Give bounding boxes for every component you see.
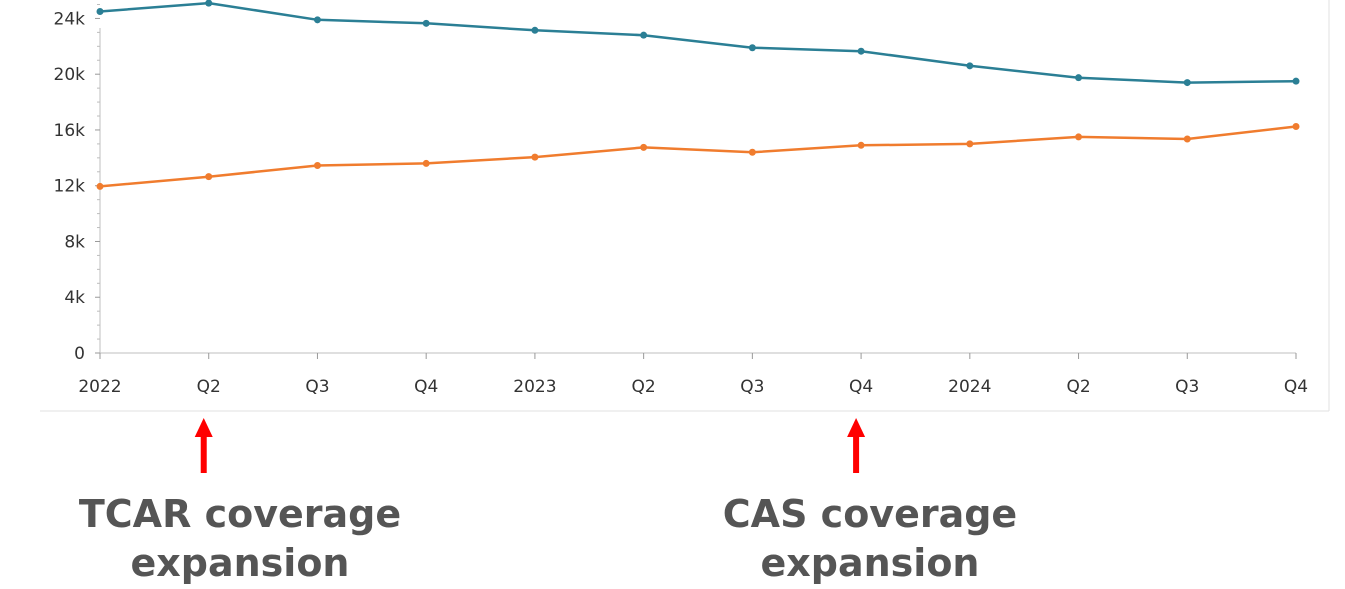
series-2-point	[205, 173, 213, 181]
series-layer	[96, 0, 1300, 190]
y-axis: 0 4k 8k 12k 16k 20k 24k	[54, 4, 101, 364]
series-1-line	[99, 1, 1297, 84]
y-tick-label: 24k	[54, 9, 86, 29]
y-tick-label: 8k	[64, 232, 85, 252]
x-tick-label: Q2	[197, 377, 221, 397]
series-2-line	[99, 125, 1297, 188]
series-1-point	[313, 16, 321, 24]
series-1-point	[748, 44, 756, 52]
series-1-point	[531, 26, 539, 34]
x-tick-label: Q3	[305, 377, 329, 397]
series-2-point	[640, 143, 648, 151]
series-1-point	[640, 31, 648, 39]
series-1-point	[857, 47, 865, 55]
series-1-point	[1292, 77, 1300, 85]
series-1-point	[1075, 74, 1083, 82]
series-2-point	[313, 162, 321, 170]
x-tick-label: 2023	[513, 377, 556, 397]
y-tick-label: 12k	[54, 177, 86, 197]
annotation-layer: TCAR coverage expansion CAS coverage expans…	[79, 418, 1017, 585]
series-2-point	[966, 140, 974, 148]
x-tick-label: Q4	[849, 377, 873, 397]
x-tick-label: Q3	[740, 377, 764, 397]
series-2-point	[422, 159, 430, 167]
annotation-label-line2: expansion	[131, 541, 350, 585]
y-tick-label: 0	[74, 344, 85, 364]
annotation-label-line1: TCAR coverage	[79, 492, 401, 536]
series-1-point	[96, 7, 104, 15]
y-tick-label: 4k	[64, 288, 85, 308]
series-2-point	[96, 182, 104, 190]
x-tick-label: Q3	[1175, 377, 1199, 397]
series-2-point	[857, 141, 865, 149]
annotation-arrow-head	[194, 418, 213, 437]
series-1-point	[422, 19, 430, 27]
plot-frame	[40, 0, 1330, 412]
x-tick-label: 2022	[78, 377, 121, 397]
series-2-point	[1183, 135, 1191, 143]
series-1-point	[205, 0, 213, 7]
y-tick-label: 20k	[54, 65, 86, 85]
series-1-point	[966, 62, 974, 70]
series-1-point	[1183, 79, 1191, 87]
series-2-point	[531, 153, 539, 161]
x-tick-label: Q2	[1066, 377, 1090, 397]
x-tick-label: Q2	[632, 377, 656, 397]
x-tick-label: 2024	[948, 377, 991, 397]
y-tick-label: 16k	[54, 121, 86, 141]
annotation-arrow-head	[847, 418, 866, 437]
x-tick-label: Q4	[414, 377, 438, 397]
series-2-point	[748, 148, 756, 156]
x-axis: 2022 Q2 Q3 Q4 2023 Q2 Q3 Q4 2024 Q2 Q3 Q4	[78, 352, 1308, 397]
series-2-point	[1292, 122, 1300, 130]
annotation-label-line1: CAS coverage	[723, 492, 1017, 536]
annotation-label-line2: expansion	[761, 541, 980, 585]
series-2-point	[1075, 133, 1083, 141]
x-tick-label: Q4	[1284, 377, 1308, 397]
